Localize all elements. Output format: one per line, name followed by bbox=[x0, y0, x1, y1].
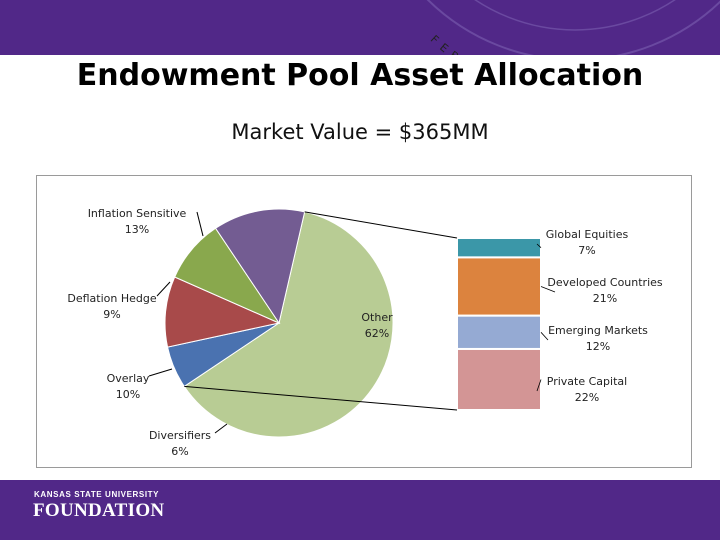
leader-line-global-equities bbox=[536, 243, 542, 249]
leader-line-overlay bbox=[148, 368, 173, 377]
pie-label-other: Other 62% bbox=[361, 311, 393, 340]
pie-label-inflation-sensitive: Inflation Sensitive 13% bbox=[88, 207, 187, 236]
slide-title: Endowment Pool Asset Allocation bbox=[76, 58, 644, 93]
pie-slice-inflation-sensitive bbox=[214, 208, 306, 325]
bar-segment-private-capital bbox=[456, 347, 542, 411]
connector-line-bottom bbox=[184, 385, 458, 411]
bar-segment-global-equities bbox=[456, 237, 542, 259]
allocation-chart: Other 62% Diversifiers 6% Overlay 10% Deflatio… bbox=[67, 207, 663, 458]
seal-text: FEBRUARY 16, 186 bbox=[428, 33, 615, 55]
leader-line-emerging-markets bbox=[540, 332, 549, 341]
leader-line-inflation-sensitive bbox=[196, 211, 204, 237]
leader-line-deflation-hedge bbox=[156, 281, 171, 297]
leader-line-diversifiers bbox=[214, 423, 228, 434]
pie-label-deflation-hedge: Deflation Hedge 9% bbox=[67, 292, 156, 321]
bar-label-emerging-markets: Emerging Markets 12% bbox=[548, 324, 648, 353]
connector-line-top bbox=[304, 211, 458, 239]
footer-university-name: KANSAS STATE UNIVERSITY bbox=[34, 490, 160, 499]
leader-line-developed-countries bbox=[540, 286, 556, 293]
leader-line-private-capital bbox=[536, 379, 542, 392]
chart-area: Other 62% Diversifiers 6% Overlay 10% Deflatio… bbox=[36, 175, 692, 468]
pie-slice-overlay bbox=[164, 276, 281, 348]
university-seal: FEBRUARY 16, 186 bbox=[426, 0, 720, 55]
pie-slice-other bbox=[183, 211, 394, 438]
pie-label-overlay: Overlay 10% bbox=[107, 372, 150, 401]
bar-label-global-equities: Global Equities 7% bbox=[546, 228, 629, 257]
pie-label-diversifiers: Diversifiers 6% bbox=[149, 429, 211, 458]
bar-segment-emerging-markets bbox=[456, 314, 542, 350]
slide-subtitle: Market Value = $365MM bbox=[231, 120, 489, 144]
bar-label-developed-countries: Developed Countries 21% bbox=[547, 276, 663, 305]
bar-segment-developed-countries bbox=[456, 256, 542, 317]
footer-bar: KANSAS STATE UNIVERSITY FOUNDATION bbox=[0, 480, 720, 540]
footer-foundation-logo: FOUNDATION bbox=[33, 500, 165, 521]
bar-label-private-capital: Private Capital 22% bbox=[547, 375, 627, 404]
header-bar: FEBRUARY 16, 186 bbox=[0, 0, 720, 55]
